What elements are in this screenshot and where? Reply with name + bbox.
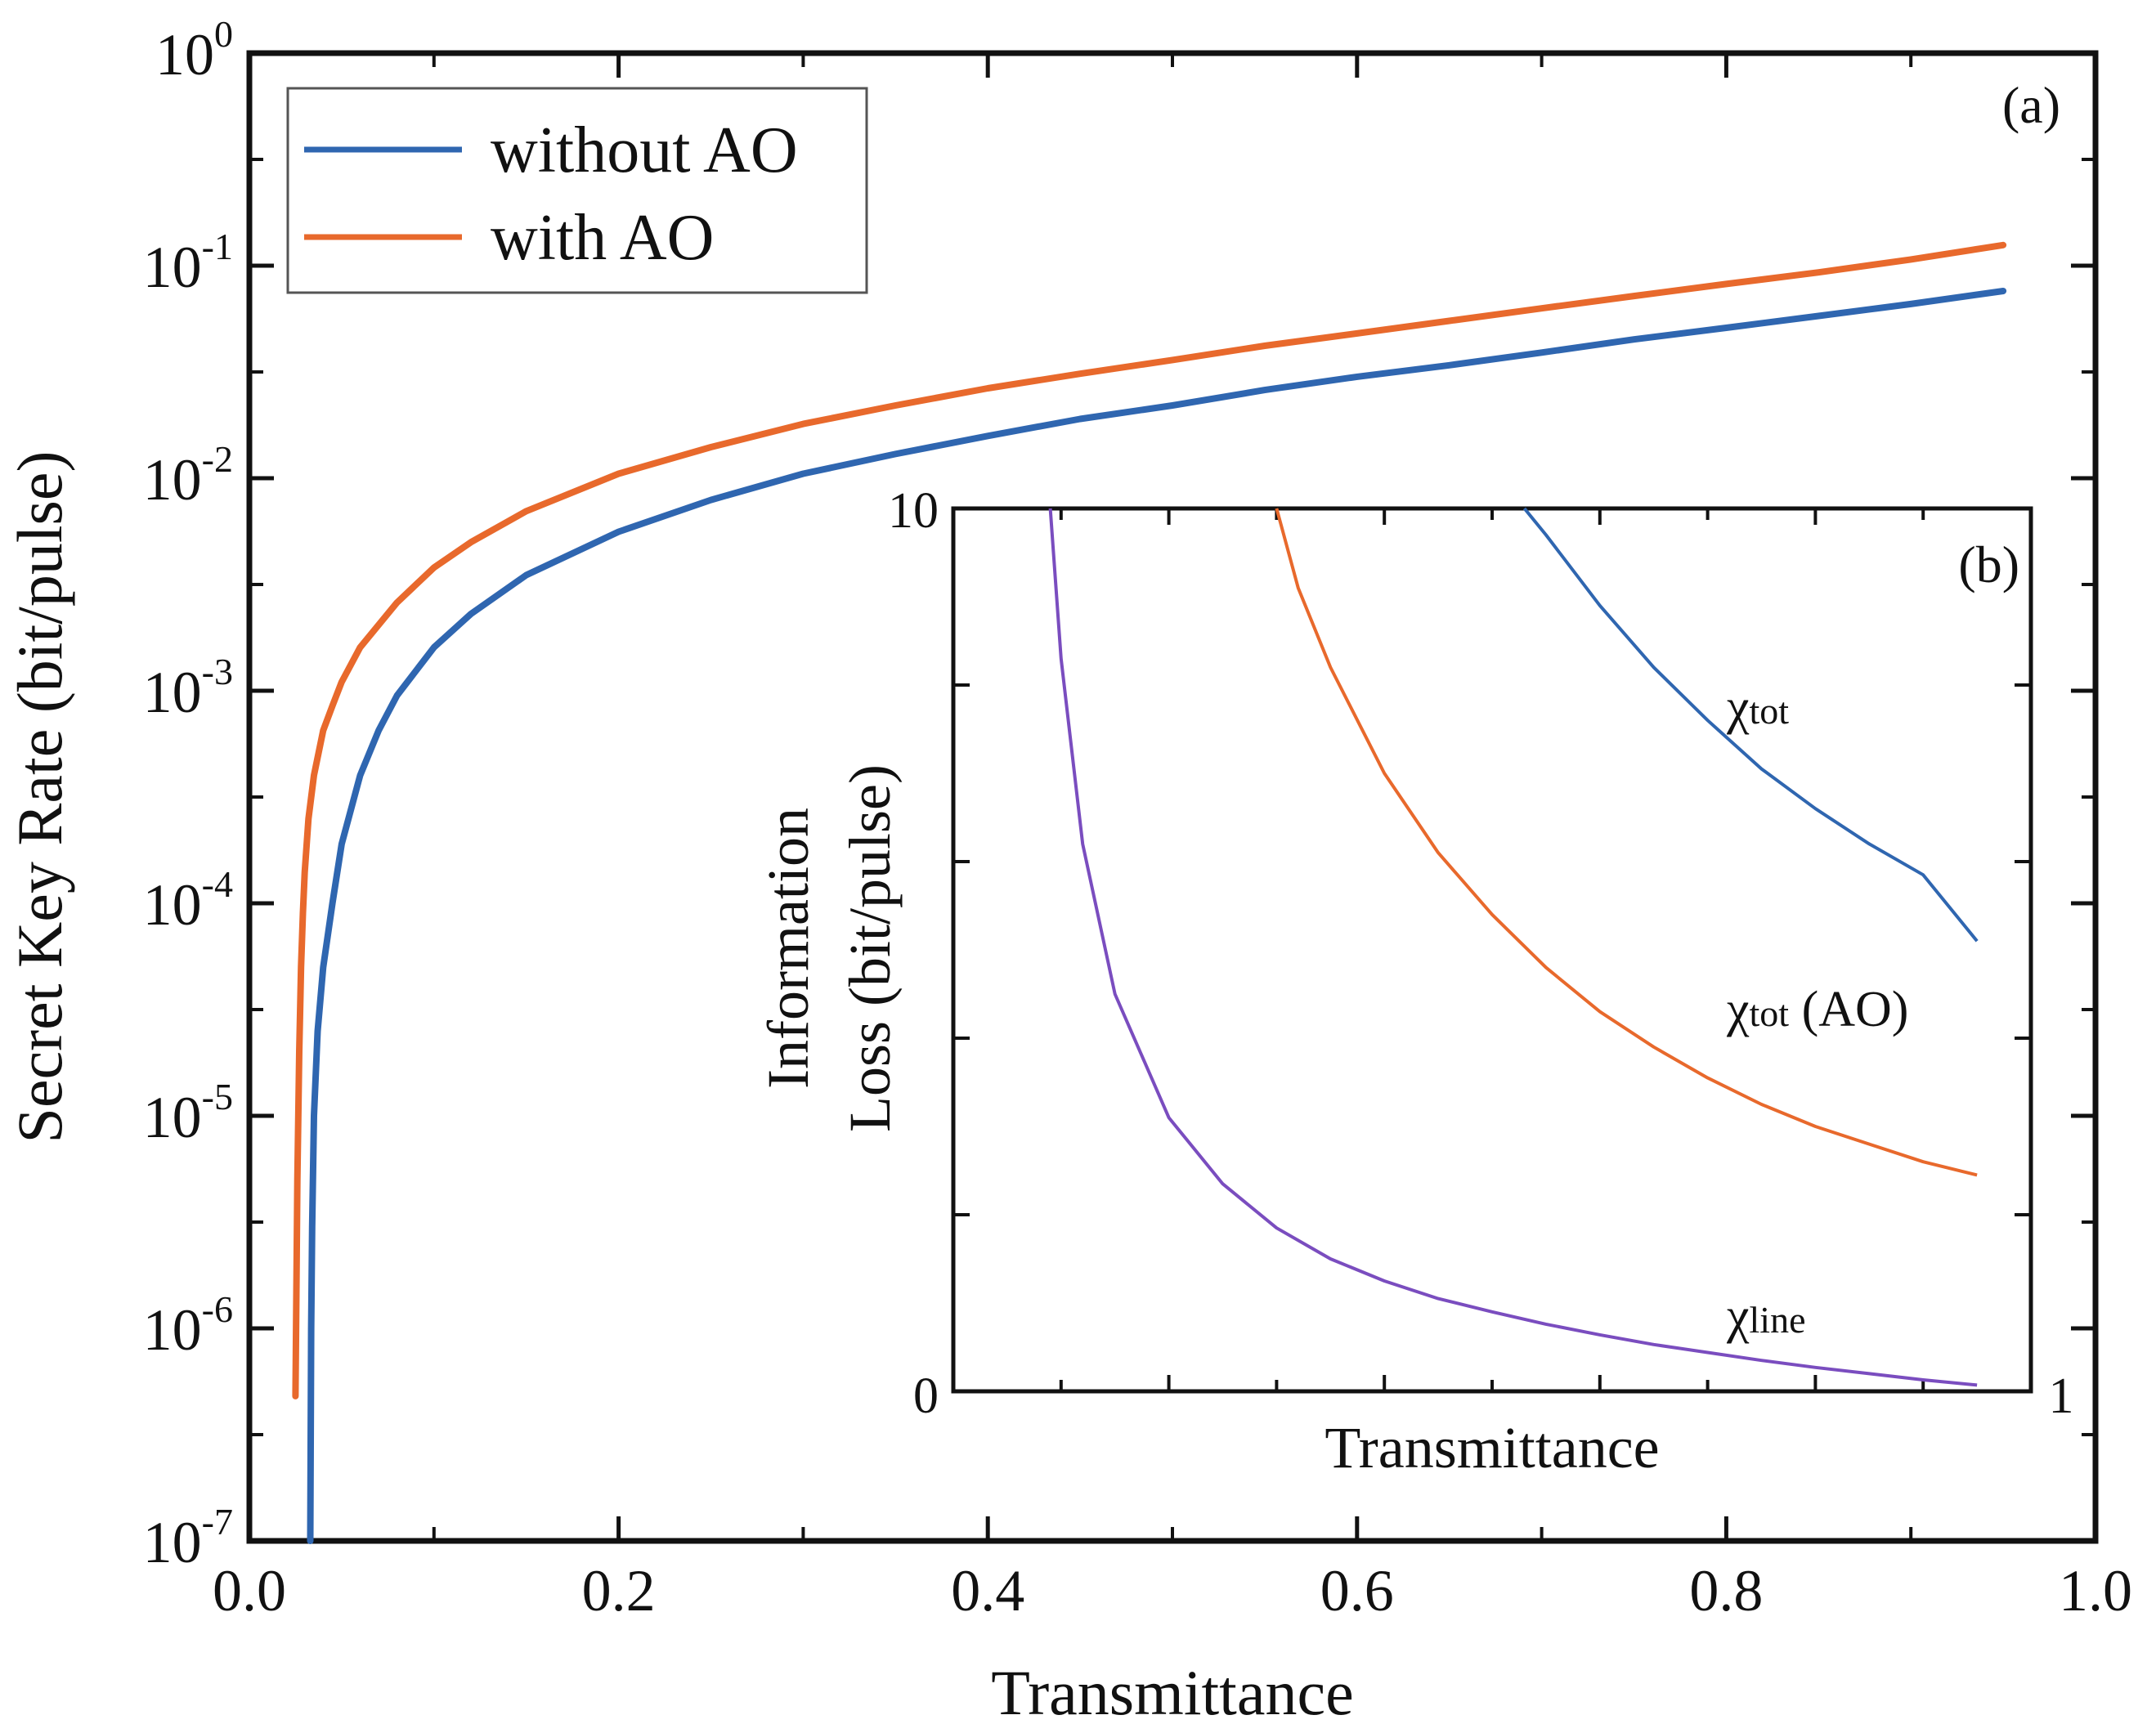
annotation-chi-tot-ao-symbol: χ: [1726, 982, 1750, 1037]
legend-label-with-ao: with AO: [491, 202, 714, 274]
main-chart: 0.0 0.2 0.4 0.6 0.8 1.010010-110-210-310-410-…: [4, 13, 2132, 1728]
inset-y-tick-label-max: 10: [888, 483, 939, 539]
main-y-tick-label: 100: [155, 13, 233, 87]
annotation-chi-tot-ao-sub: tot: [1750, 992, 1790, 1034]
main-x-tick-label: 0.6: [1320, 1558, 1394, 1623]
main-y-tick-label: 10-6: [143, 1288, 233, 1363]
main-y-tick-base: 10: [155, 22, 214, 87]
annotation-chi-line-sub: line: [1750, 1299, 1806, 1341]
main-y-tick-exponent: -1: [202, 226, 233, 267]
inset-x-axis-title: Transmittance: [1325, 1415, 1659, 1480]
inset-y-tick-label-min: 0: [913, 1368, 939, 1424]
main-y-tick-label: 10-5: [143, 1076, 233, 1150]
inset-series-line-chi-tot-ao: [1275, 508, 1978, 1177]
main-y-tick-label: 10-3: [143, 651, 233, 725]
annotation-chi-line-symbol: χ: [1726, 1288, 1750, 1344]
main-y-tick-base: 10: [143, 1510, 202, 1575]
main-y-tick-label: 10-2: [143, 438, 233, 513]
inset-plot-frame: [951, 506, 2033, 1394]
main-x-tick-label: 0.0: [213, 1558, 286, 1623]
main-y-tick-label: 10-4: [143, 863, 233, 938]
inset-series-line-chi-line: [1048, 508, 1978, 1387]
main-x-axis-title: Transmittance: [991, 1657, 1353, 1728]
inset-series-lines: [1048, 507, 1979, 1387]
main-y-tick-label: 10-7: [143, 1501, 233, 1575]
annotation-chi-tot-ao: χtot (AO): [1726, 982, 1908, 1037]
series-line-with-ao: [292, 241, 2007, 1399]
main-y-tick-base: 10: [143, 447, 202, 513]
main-y-tick-base: 10: [143, 235, 202, 300]
main-y-tick-base: 10: [143, 1085, 202, 1150]
inset-y-axis-title-line2: Loss (bit/pulse): [837, 764, 903, 1132]
inset-x-tick-label-max: 1: [2049, 1368, 2074, 1424]
inset-chart: 10 0 1 Transmittance Information Loss (b…: [755, 483, 2074, 1480]
main-tick-labels: 0.0 0.2 0.4 0.6 0.8 1.010010-110-210-310-410-…: [143, 13, 2132, 1623]
legend: without AO with AO: [286, 87, 868, 294]
annotation-chi-line: χline: [1726, 1288, 1806, 1344]
main-y-tick-base: 10: [143, 872, 202, 938]
main-y-tick-exponent: 0: [214, 13, 233, 55]
main-y-tick-exponent: -4: [202, 863, 233, 905]
main-y-tick-base: 10: [143, 1297, 202, 1363]
panel-label-a: (a): [2002, 76, 2060, 134]
annotation-chi-tot-sub: tot: [1750, 690, 1790, 732]
main-x-tick-label: 0.4: [951, 1558, 1024, 1623]
main-y-tick-exponent: -2: [202, 438, 233, 480]
annotation-chi-tot-ao-suffix: (AO): [1789, 982, 1908, 1037]
main-y-tick-base: 10: [143, 660, 202, 725]
series-line-without-ao: [307, 288, 2007, 1544]
legend-label-without-ao: without AO: [491, 114, 798, 186]
inset-y-axis-title-line1: Information: [755, 808, 821, 1089]
annotation-chi-tot: χtot: [1726, 679, 1789, 735]
inset-series-line-chi-tot: [1522, 507, 1979, 943]
main-y-tick-exponent: -6: [202, 1288, 233, 1330]
panel-label-b: (b): [1958, 535, 2019, 593]
main-y-axis-title: Secret Key Rate (bit/pulse): [4, 451, 75, 1144]
inset-axis-ticks: [953, 508, 2031, 1391]
main-x-tick-label: 0.8: [1689, 1558, 1763, 1623]
main-y-tick-label: 10-1: [143, 226, 233, 300]
main-y-tick-exponent: -5: [202, 1076, 233, 1117]
main-x-tick-label: 0.2: [582, 1558, 656, 1623]
main-y-tick-exponent: -7: [202, 1501, 233, 1543]
legend-box: [286, 87, 868, 294]
main-series-lines: [292, 241, 2007, 1544]
annotation-chi-tot-symbol: χ: [1726, 679, 1750, 735]
main-y-tick-exponent: -3: [202, 651, 233, 692]
main-axis-ticks: [247, 51, 2098, 1543]
main-x-tick-label: 1.0: [2059, 1558, 2132, 1623]
